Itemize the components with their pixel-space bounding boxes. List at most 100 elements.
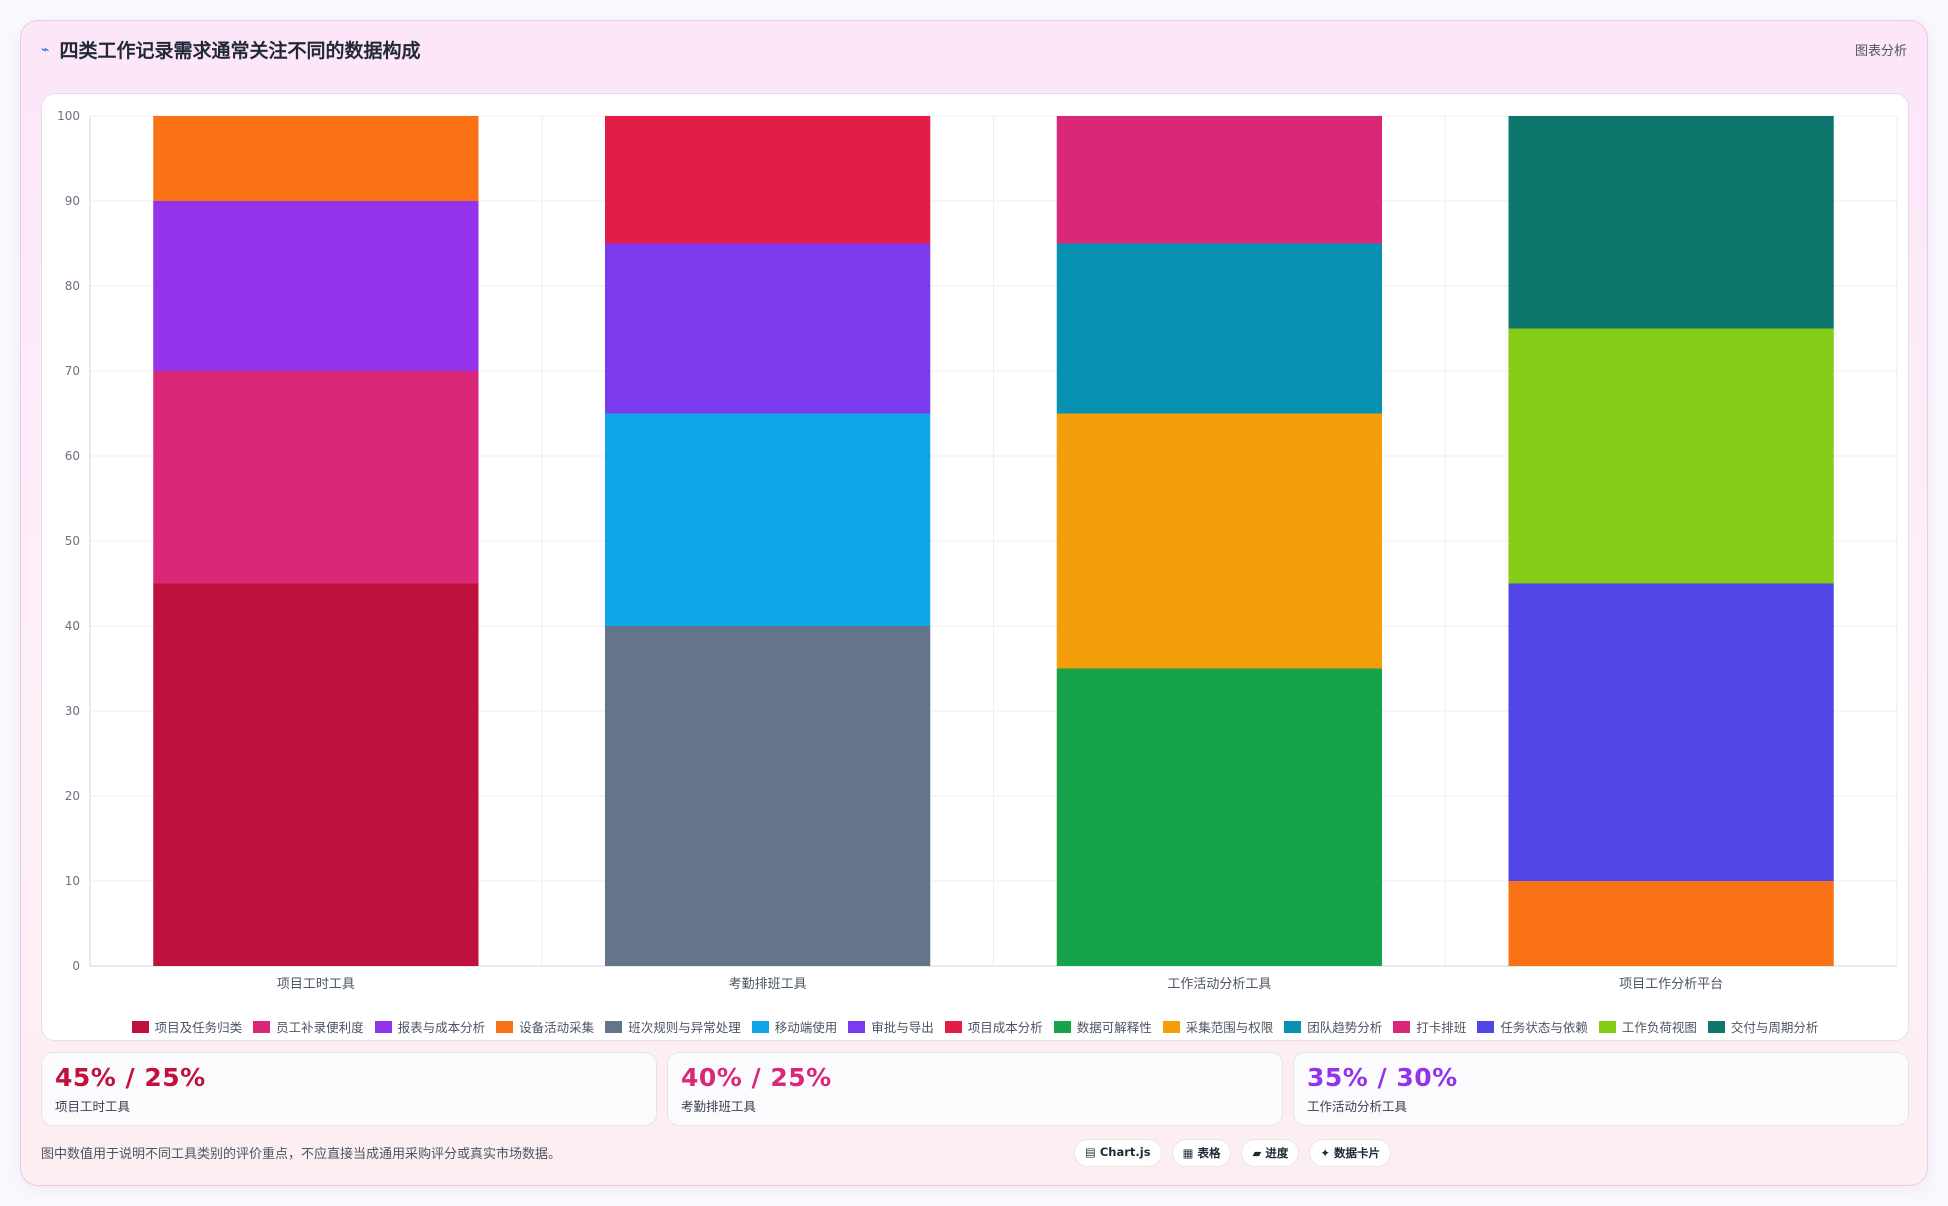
y-tick-label: 40: [65, 619, 80, 633]
legend-item[interactable]: 打卡排班: [1393, 1017, 1466, 1036]
legend-swatch: [374, 1020, 392, 1033]
legend-item[interactable]: 采集范围与权限: [1162, 1017, 1274, 1036]
y-tick-label: 90: [65, 194, 80, 208]
legend-label: 移动端使用: [774, 1020, 838, 1035]
legend-swatch: [1284, 1020, 1302, 1033]
legend-item[interactable]: 工作负荷视图: [1598, 1017, 1697, 1036]
footer-tag[interactable]: ▰ 进度: [1241, 1139, 1300, 1167]
y-tick-label: 30: [65, 704, 80, 718]
legend-label: 项目及任务归类: [154, 1020, 243, 1035]
legend-swatch: [1598, 1020, 1616, 1033]
legend-label: 团队趋势分析: [1307, 1020, 1383, 1035]
bar-segment: [153, 371, 479, 584]
x-tick-label: 项目工作分析平台: [1619, 977, 1723, 992]
legend-swatch: [944, 1020, 962, 1033]
panel-header: ⌁ 四类工作记录需求通常关注不同的数据构成 图表分析: [21, 21, 1927, 77]
legend-item[interactable]: 交付与周期分析: [1707, 1017, 1819, 1036]
footer-note: 图中数值用于说明不同工具类别的评价重点，不应直接当成通用采购评分或真实市场数据。: [41, 1147, 562, 1162]
footer-tags: ▤ Chart.js ▦ 表格 ▰ 进度 ✦ 数据卡片: [1074, 1139, 1391, 1167]
legend-item[interactable]: 员工补录便利度: [253, 1017, 364, 1036]
bar-segment: [1056, 116, 1383, 244]
legend-item[interactable]: 移动端使用: [751, 1017, 838, 1036]
y-tick-label: 10: [65, 874, 80, 888]
stat-card: 40% / 25% 考勤排班工具: [667, 1052, 1283, 1126]
bar-segment: [1508, 328, 1834, 584]
y-tick-label: 20: [65, 789, 80, 803]
stat-cards: 45% / 25% 项目工时工具 40% / 25% 考勤排班工具 35% / 30% 工…: [41, 1052, 1909, 1126]
y-tick-label: 50: [65, 534, 80, 548]
legend-swatch: [1707, 1020, 1725, 1033]
bar-segment: [153, 116, 479, 201]
stat-label: 工作活动分析工具: [1307, 1099, 1408, 1114]
bar-segment: [153, 201, 479, 371]
chart-analysis-link[interactable]: 图表分析: [1854, 43, 1907, 59]
stacked-bar-chart: 0 10 20 30 40 50 60 70 80 90 100 项目工时工具 考勤排班工具 工作活动分析…: [57, 109, 1898, 992]
legend-swatch: [1477, 1020, 1495, 1033]
legend-label: 审批与导出: [871, 1020, 934, 1035]
legend-item[interactable]: 设备活动采集: [496, 1017, 594, 1036]
y-tick-label: 80: [65, 279, 80, 293]
y-tick-label: 60: [65, 449, 80, 463]
chart-panel: ⌁ 四类工作记录需求通常关注不同的数据构成 图表分析 0 10 20 30 40 50 60…: [20, 20, 1928, 1186]
legend-item[interactable]: 审批与导出: [848, 1017, 934, 1036]
bar-segment: [1056, 668, 1383, 966]
y-tick-label: 70: [65, 364, 80, 378]
footer-tag[interactable]: ✦ 数据卡片: [1309, 1139, 1391, 1167]
footer-tag[interactable]: ▦ 表格: [1171, 1139, 1232, 1167]
x-tick-label: 考勤排班工具: [729, 977, 807, 992]
legend-swatch: [848, 1020, 866, 1033]
legend-label: 员工补录便利度: [276, 1020, 364, 1035]
x-tick-label: 工作活动分析工具: [1167, 977, 1271, 992]
y-tick-label: 0: [72, 959, 80, 973]
bar-segment: [1056, 413, 1383, 669]
bar-segment: [604, 626, 931, 966]
chart-title: 四类工作记录需求通常关注不同的数据构成: [59, 39, 421, 62]
bar-segment: [604, 243, 931, 414]
bar-segment: [153, 583, 479, 966]
legend-item[interactable]: 班次规则与异常处理: [605, 1017, 741, 1036]
bar-segment: [1508, 116, 1834, 329]
stat-card: 35% / 30% 工作活动分析工具: [1293, 1052, 1909, 1126]
legend-swatch: [1393, 1020, 1411, 1033]
y-tick-label: 100: [57, 109, 80, 123]
legend-label: 打卡排班: [1416, 1020, 1467, 1035]
trend-icon: ⌁: [41, 42, 50, 58]
stat-value: 45% / 25%: [55, 1063, 206, 1092]
legend-swatch: [1053, 1020, 1071, 1033]
stat-value: 35% / 30%: [1307, 1063, 1458, 1092]
x-tick-label: 项目工时工具: [277, 977, 355, 992]
legend-item[interactable]: 任务状态与依赖: [1477, 1017, 1588, 1036]
legend-label: 班次规则与异常处理: [628, 1020, 741, 1035]
legend-swatch: [605, 1020, 623, 1033]
chart-card: 0 10 20 30 40 50 60 70 80 90 100 项目工时工具 考勤排班工具 工作活动分析…: [41, 93, 1909, 1041]
legend-label: 项目成本分析: [967, 1020, 1043, 1035]
legend-swatch: [496, 1020, 514, 1033]
stat-label: 项目工时工具: [55, 1099, 131, 1114]
legend-label: 数据可解释性: [1076, 1020, 1152, 1035]
chart-legend: 项目及任务归类 员工补录便利度 报表与成本分析 设备活动采集 班次规则与异常处理 移动端使…: [42, 1017, 1908, 1036]
legend-item[interactable]: 报表与成本分析: [374, 1017, 486, 1036]
bar-segment: [1508, 583, 1834, 881]
legend-swatch: [1162, 1020, 1180, 1033]
legend-swatch: [131, 1020, 149, 1033]
legend-item[interactable]: 项目成本分析: [944, 1017, 1043, 1036]
bar-segment: [604, 116, 931, 244]
legend-label: 工作负荷视图: [1621, 1020, 1697, 1035]
legend-label: 报表与成本分析: [397, 1020, 486, 1035]
legend-item[interactable]: 团队趋势分析: [1284, 1017, 1382, 1036]
bar-segment: [604, 413, 931, 626]
legend-item[interactable]: 项目及任务归类: [131, 1017, 243, 1036]
footer-tag[interactable]: ▤ Chart.js: [1074, 1139, 1162, 1167]
legend-item[interactable]: 数据可解释性: [1053, 1017, 1152, 1036]
stat-label: 考勤排班工具: [681, 1099, 757, 1114]
bar-segment: [1056, 243, 1383, 414]
legend-label: 采集范围与权限: [1185, 1020, 1274, 1035]
bar-segment: [1508, 881, 1834, 966]
legend-label: 设备活动采集: [519, 1020, 595, 1035]
legend-swatch: [253, 1020, 271, 1033]
legend-label: 交付与周期分析: [1730, 1020, 1819, 1035]
stat-card: 45% / 25% 项目工时工具: [41, 1052, 657, 1126]
stat-value: 40% / 25%: [681, 1063, 832, 1092]
legend-swatch: [751, 1020, 769, 1033]
legend-label: 任务状态与依赖: [1500, 1020, 1588, 1035]
